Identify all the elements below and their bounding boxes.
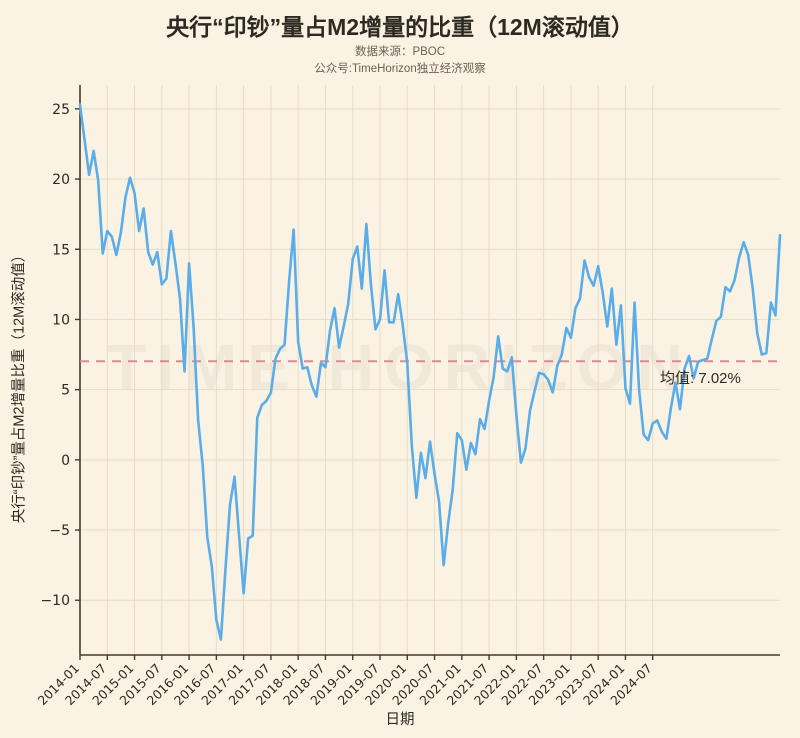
svg-text:10: 10 [52,312,70,328]
svg-text:−5: −5 [49,523,70,539]
svg-text:5: 5 [61,383,70,399]
svg-text:−10: −10 [40,593,70,609]
mean-value-label: 均值: 7.02% [660,370,741,388]
y-axis-title: 央行“印钞”量占M2增量比重（12M滚动值） [11,247,28,524]
svg-text:20: 20 [52,172,70,188]
chart-subtitle: 数据来源：PBOC 公众号:TimeHorizon独立经济观察 [314,46,486,75]
x-axis-ticks: 2014-012014-072015-012015-072016-012016-… [35,655,655,708]
y-axis-ticks: −10 −5 0 5 10 15 20 25 [40,102,80,609]
data-series-line [78,103,782,641]
svg-text:25: 25 [52,102,70,118]
page-title: 央行“印钞”量占M2增量的比重（12M滚动值） [166,14,634,40]
x-axis-title: 日期 [385,712,415,728]
svg-text:15: 15 [52,242,70,258]
svg-text:0: 0 [61,453,70,469]
